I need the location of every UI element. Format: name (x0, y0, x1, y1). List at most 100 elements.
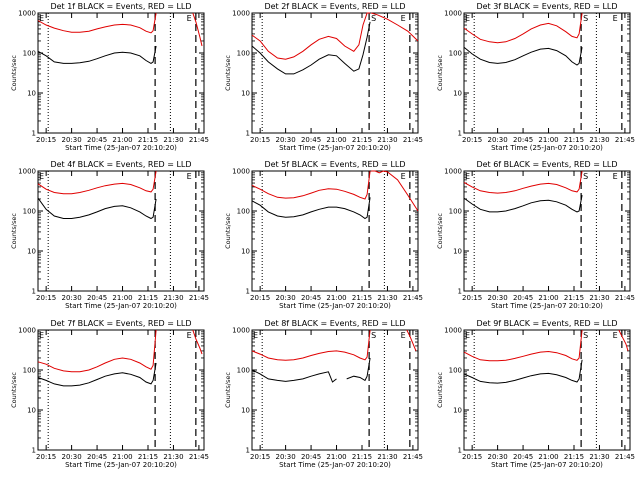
x-tick-label: 21:30 (589, 294, 609, 302)
interval-marker: S (583, 172, 588, 181)
x-axis-label: Start Time (25-Jan-07 20:10:20) (279, 302, 391, 310)
x-tick-label: 21:30 (377, 453, 397, 461)
x-tick-label: 21:45 (615, 294, 635, 302)
interval-marker: E (187, 14, 192, 23)
detector-panel: Det 9f BLACK = Events, RED = LLD 1 10 100 10… (436, 319, 635, 469)
y-axis-label: Counts/sec (10, 372, 18, 408)
x-tick-label: 21:45 (189, 453, 209, 461)
y-tick-label: 1 (458, 130, 462, 138)
interval-marker: E (187, 331, 192, 340)
x-tick-label: 20:15 (462, 453, 482, 461)
y-tick-label: 10 (453, 407, 462, 415)
detector-panel: Det 1f BLACK = Events, RED = LLD 1 10 100 10… (10, 2, 209, 152)
panel-title: Det 5f BLACK = Events, RED = LLD (264, 160, 405, 169)
plot-frame (37, 329, 205, 451)
y-axis-label: Counts/sec (224, 372, 232, 408)
y-tick-label: 10 (27, 407, 36, 415)
detector-panel: Det 4f BLACK = Events, RED = LLD 1 10 100 10… (10, 160, 209, 310)
interval-marker: S (371, 331, 376, 340)
events-series-line (346, 357, 371, 382)
x-tick-label: 21:30 (163, 136, 183, 144)
x-tick-label: 21:15 (138, 453, 158, 461)
y-tick-label: 10 (27, 90, 36, 98)
y-tick-label: 100 (23, 208, 36, 216)
x-axis-label: Start Time (25-Jan-07 20:10:20) (65, 461, 177, 469)
y-tick-label: 1000 (232, 168, 250, 176)
y-tick-label: 1000 (18, 327, 36, 335)
y-tick-label: 1000 (232, 10, 250, 18)
lld-series-line (251, 329, 371, 361)
x-tick-label: 20:15 (36, 453, 56, 461)
interval-marker: E (613, 14, 618, 23)
y-tick-label: 1 (32, 447, 36, 455)
x-tick-label: 20:30 (488, 453, 508, 461)
x-tick-label: 21:30 (589, 453, 609, 461)
y-tick-label: 10 (241, 407, 250, 415)
x-tick-label: 21:45 (189, 294, 209, 302)
x-tick-label: 20:30 (62, 136, 82, 144)
lld-series-line (406, 329, 417, 352)
y-tick-label: 1000 (18, 10, 36, 18)
interval-marker: E (39, 331, 44, 340)
x-tick-label: 21:45 (189, 136, 209, 144)
x-tick-label: 21:00 (326, 136, 346, 144)
detector-panel: Det 3f BLACK = Events, RED = LLD 1 10 100 10… (436, 2, 635, 152)
panel-title: Det 7f BLACK = Events, RED = LLD (50, 319, 191, 328)
interval-marker: E (39, 14, 44, 23)
x-tick-label: 20:45 (513, 453, 533, 461)
detector-panel: Det 2f BLACK = Events, RED = LLD 1 10 100 10… (224, 2, 423, 152)
events-series-line (37, 45, 157, 64)
lld-series-line (371, 170, 419, 212)
x-tick-label: 20:45 (301, 453, 321, 461)
x-tick-label: 21:15 (564, 453, 584, 461)
y-tick-label: 10 (241, 248, 250, 256)
detector-panel: Det 5f BLACK = Events, RED = LLD 1 10 100 10… (224, 160, 423, 310)
y-tick-label: 1000 (444, 10, 462, 18)
x-tick-label: 20:30 (276, 453, 296, 461)
plot-frame (463, 170, 631, 292)
panel-title: Det 6f BLACK = Events, RED = LLD (476, 160, 617, 169)
x-tick-label: 21:45 (403, 136, 423, 144)
y-tick-label: 100 (449, 50, 462, 58)
x-tick-label: 21:00 (112, 136, 132, 144)
x-tick-label: 20:30 (62, 453, 82, 461)
x-tick-label: 20:45 (513, 294, 533, 302)
plot-frame (37, 170, 205, 292)
events-series-line (463, 46, 583, 66)
interval-marker: E (465, 172, 470, 181)
x-tick-label: 21:15 (138, 136, 158, 144)
x-tick-label: 21:00 (112, 294, 132, 302)
interval-marker: E (613, 172, 618, 181)
plot-frame (37, 12, 205, 134)
y-tick-label: 1 (246, 130, 250, 138)
y-tick-label: 1000 (18, 168, 36, 176)
interval-marker: E (401, 172, 406, 181)
x-tick-label: 20:45 (87, 453, 107, 461)
y-tick-label: 10 (453, 90, 462, 98)
detector-panel: Det 7f BLACK = Events, RED = LLD 1 10 100 10… (10, 319, 209, 469)
y-tick-label: 1 (246, 447, 250, 455)
lld-series-line (37, 12, 157, 34)
x-tick-label: 20:30 (276, 294, 296, 302)
y-tick-label: 100 (23, 50, 36, 58)
x-tick-label: 20:45 (87, 294, 107, 302)
y-tick-label: 100 (237, 367, 250, 375)
interval-marker: E (187, 172, 192, 181)
x-tick-label: 21:00 (326, 294, 346, 302)
y-tick-label: 100 (449, 208, 462, 216)
x-tick-label: 21:45 (615, 136, 635, 144)
panel-title: Det 9f BLACK = Events, RED = LLD (476, 319, 617, 328)
x-tick-label: 21:30 (589, 136, 609, 144)
x-tick-label: 20:30 (488, 294, 508, 302)
y-axis-label: Counts/sec (436, 55, 444, 91)
x-tick-label: 21:15 (352, 136, 372, 144)
y-tick-label: 1 (246, 288, 250, 296)
y-tick-label: 1 (32, 130, 36, 138)
plot-frame (251, 12, 419, 134)
x-tick-label: 20:15 (250, 136, 270, 144)
x-tick-label: 21:00 (326, 453, 346, 461)
events-series-line (37, 197, 157, 220)
x-tick-label: 20:45 (301, 136, 321, 144)
lld-series-line (251, 12, 371, 60)
